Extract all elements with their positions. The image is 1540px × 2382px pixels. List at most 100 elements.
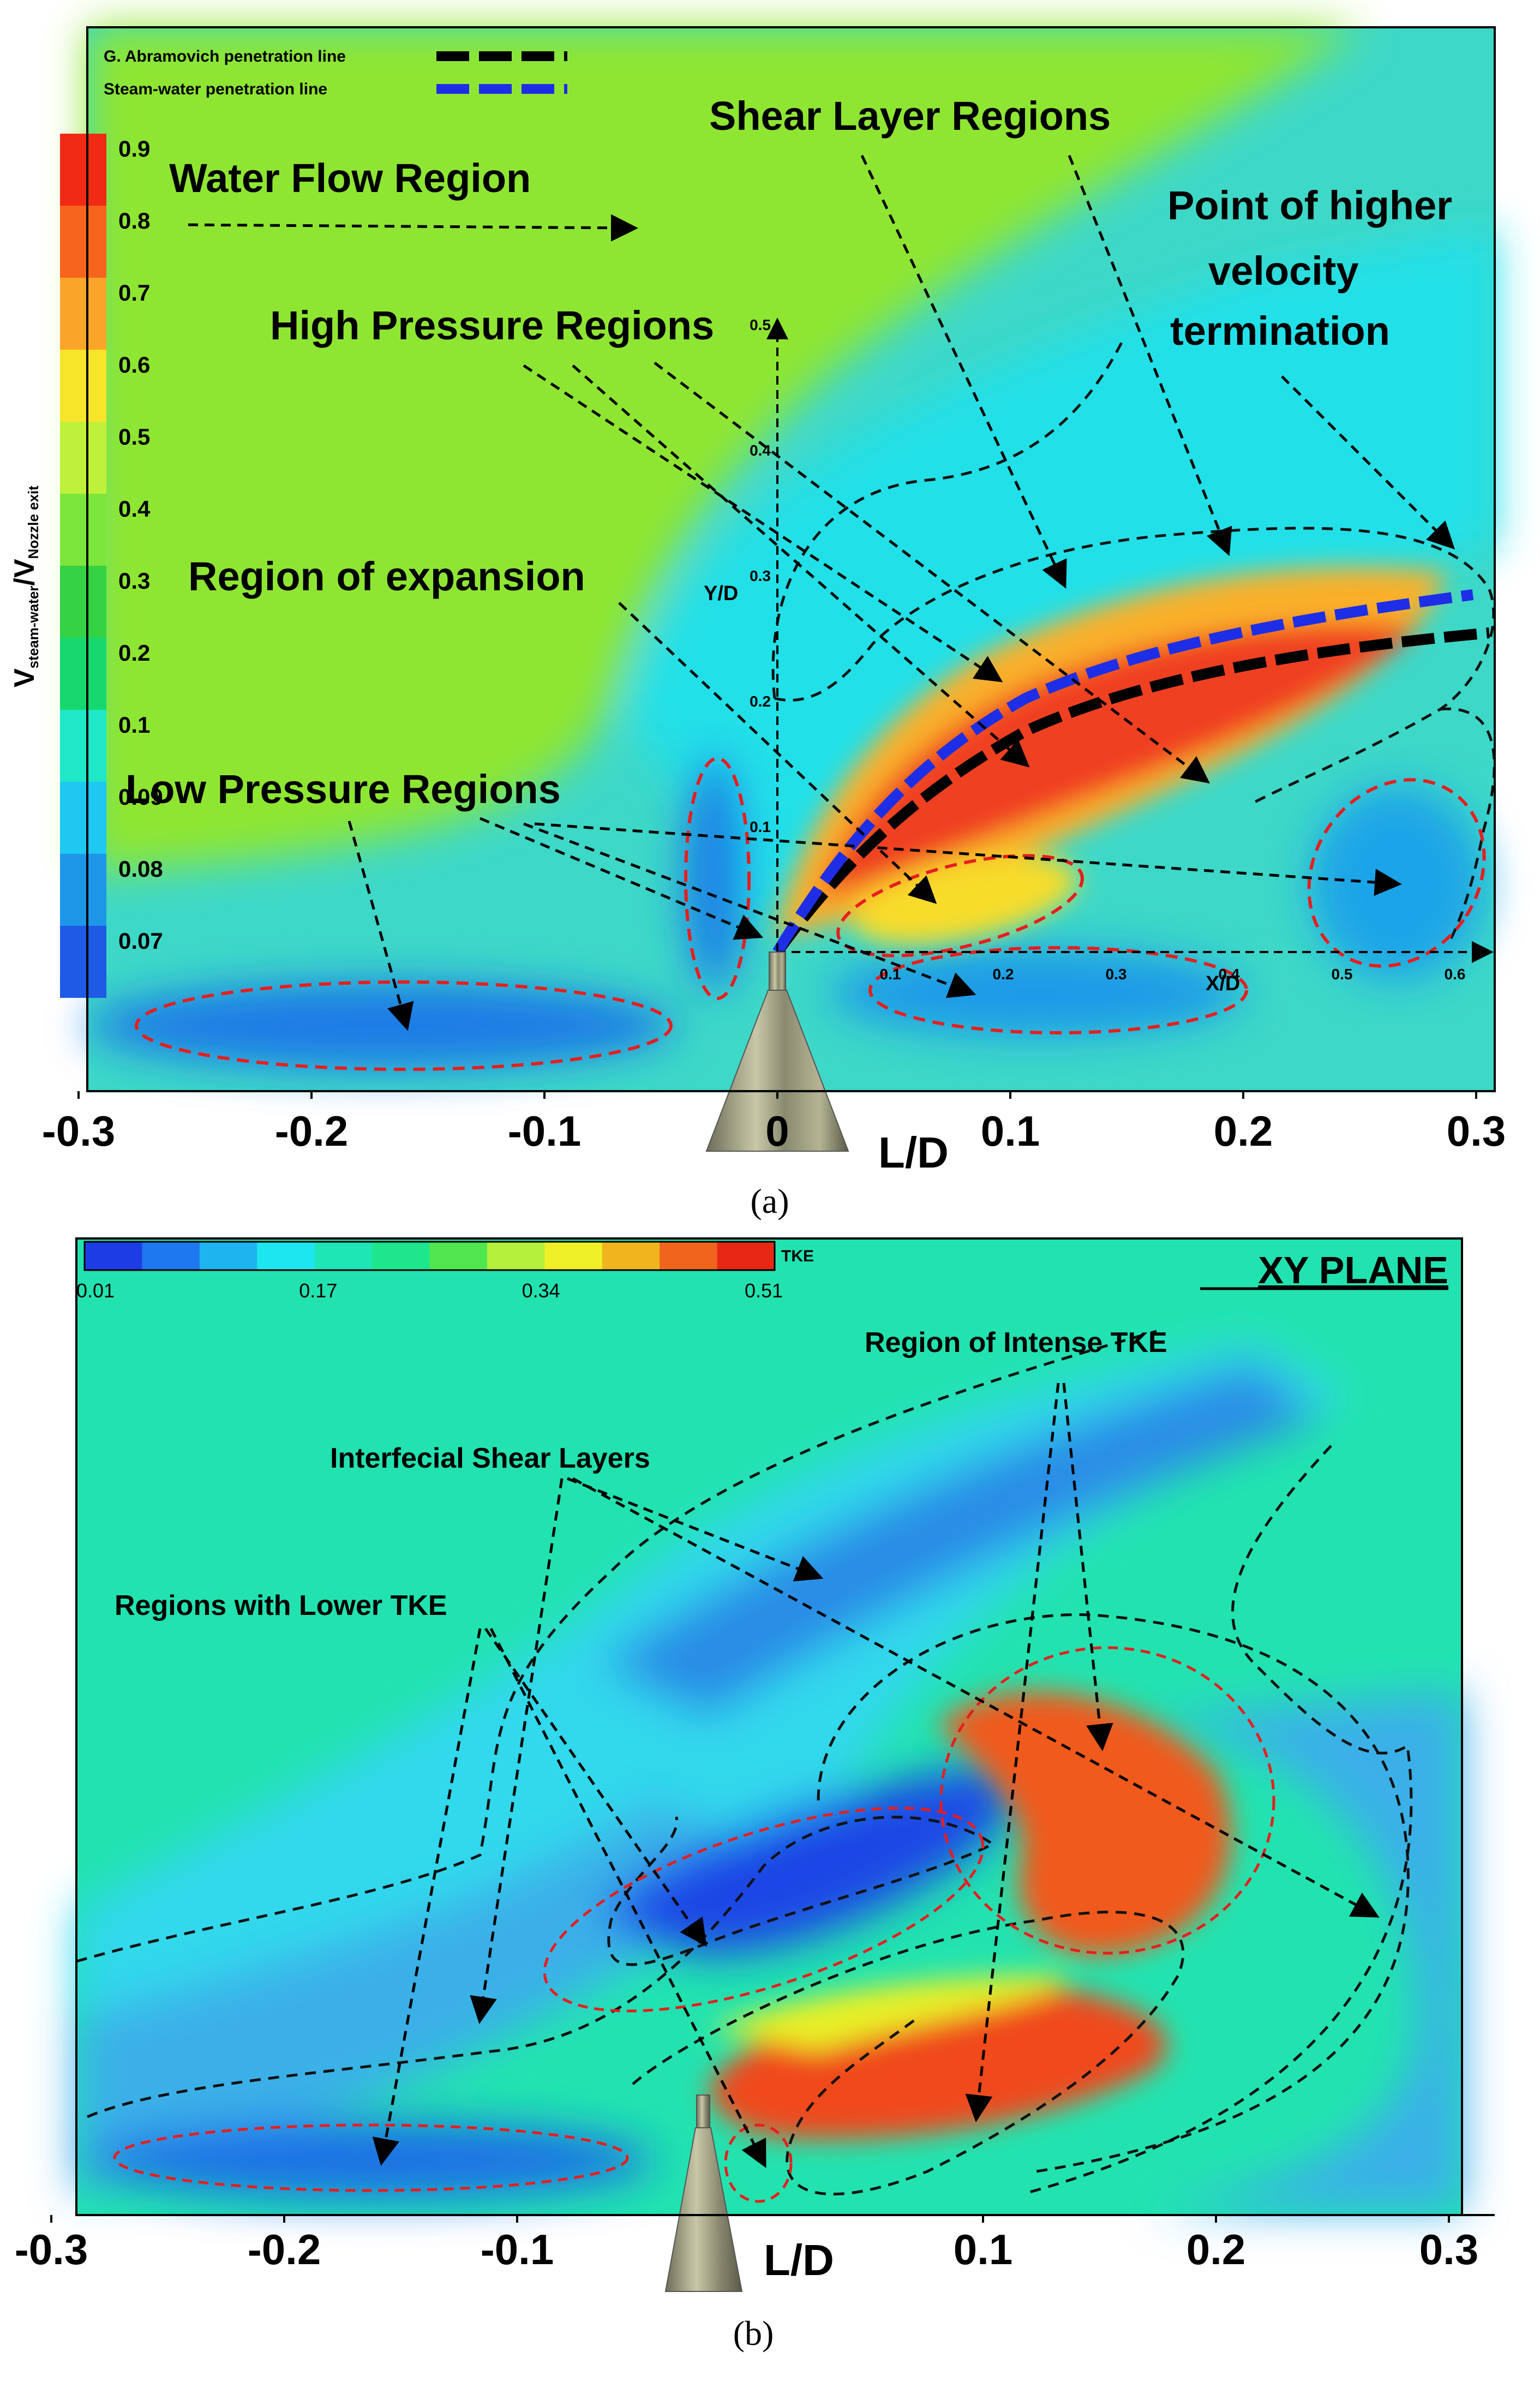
ellipse-low-tke-left xyxy=(113,2123,629,2192)
inner-x-tick: 0.1 xyxy=(880,966,901,983)
axis-tick-label: -0.1 xyxy=(508,1107,581,1155)
colorbar-velocity-swatch xyxy=(60,566,106,638)
colorbar-tke-swatch xyxy=(257,1242,315,1270)
panel-b-x-axis: -0.3 -0.2 -0.1 0.1 0.2 0.3 L/D xyxy=(15,2214,1495,2284)
panel-b-x-axis-label: L/D xyxy=(764,2236,834,2284)
colorbar-tke-swatch xyxy=(429,1242,488,1270)
colorbar-tke-swatch xyxy=(602,1242,661,1270)
ellipse-low-bottom xyxy=(868,946,1248,1034)
label-shear-layer-regions: Shear Layer Regions xyxy=(709,93,1111,139)
colorbar-velocity-tick: 0.3 xyxy=(118,568,150,594)
label-interfacial-shear: Interfecial Shear Layers xyxy=(330,1443,650,1474)
colorbar-velocity-swatch xyxy=(60,854,106,926)
label-region-of-expansion: Region of expansion xyxy=(188,554,585,599)
axis-tick-label: -0.2 xyxy=(248,2225,321,2273)
colorbar-velocity-swatch xyxy=(60,134,106,206)
colorbar-velocity: 0.9 0.8 0.7 0.6 0.5 0.4 0.3 0.2 0.1 0.09 0.08 0.07 xyxy=(60,134,163,998)
low-pressure-ellipses xyxy=(135,757,1486,1071)
colorbar-velocity-tick: 0.2 xyxy=(118,640,150,666)
colorbar-velocity-tick: 0.07 xyxy=(118,928,163,954)
colorbar-tke-swatch xyxy=(660,1242,718,1270)
panel-b-caption: (b) xyxy=(733,2314,774,2353)
colorbar-velocity-tick: 0.09 xyxy=(118,784,163,810)
outline-upper-shear-b xyxy=(76,1330,1157,1963)
colorbar-velocity-swatch xyxy=(60,638,106,710)
colorbar-velocity-tick: 0.9 xyxy=(118,136,150,161)
colorbar-velocity-swatch xyxy=(60,422,106,494)
colorbar-velocity-swatch xyxy=(60,782,106,854)
colorbar-velocity-tick: 0.7 xyxy=(118,280,150,306)
legend-label-steam-water: Steam-water penetration line xyxy=(104,80,327,98)
tke-outlines xyxy=(76,1330,1413,2196)
colorbar-velocity-tick: 0.8 xyxy=(118,208,150,234)
panel-a-x-axis-label: L/D xyxy=(878,1128,949,1177)
inner-x-axis-label: X/D xyxy=(1206,972,1240,995)
label-point-higher-3: termination xyxy=(1170,308,1390,354)
annotation-arrows-a xyxy=(188,154,1455,1031)
nozzle-a xyxy=(705,951,849,1152)
colorbar-tke-tick: 0.51 xyxy=(745,1279,783,1302)
panel-a-figure: 0.90.80.70.60.50.40.30.20.10.090.080.07 … xyxy=(9,26,1506,1177)
axis-tick-label: 0.1 xyxy=(954,2225,1012,2273)
colorbar-velocity-tick: 0.4 xyxy=(118,496,151,522)
colorbar-velocity-tick: 0.5 xyxy=(118,424,150,450)
steam-water-penetration-line xyxy=(772,589,1474,955)
ellipse-intense-tke xyxy=(939,1646,1275,1955)
panel-a-contour xyxy=(87,27,1495,1091)
axis-tick-label: 0 xyxy=(765,1107,789,1155)
ellipse-expansion xyxy=(836,854,1084,957)
colorbar-tke-title: TKE xyxy=(781,1247,814,1265)
colorbar-tke-swatch xyxy=(544,1242,603,1270)
penetration-legend: G. Abramovich penetration line Steam-wat… xyxy=(104,47,567,98)
axis-tick-label: -0.3 xyxy=(42,1107,115,1155)
inner-x-tick: 0.3 xyxy=(1106,966,1127,983)
inner-y-tick: 0.1 xyxy=(750,818,771,835)
inner-x-tick: 0.6 xyxy=(1445,966,1466,983)
axis-tick-label: -0.2 xyxy=(275,1107,348,1155)
ellipse-low-tke-nozzle xyxy=(724,2123,793,2203)
outline-jet-envelope xyxy=(774,526,1495,804)
colorbar-tke-swatch xyxy=(199,1242,258,1270)
colorbar-velocity-tick: 0.1 xyxy=(118,712,150,738)
colorbar-tke: TKE 0.01 0.17 0.34 0.51 xyxy=(76,1241,814,1302)
ellipse-low-tke-center xyxy=(543,1806,985,2013)
colorbar-velocity-swatch xyxy=(60,710,106,782)
colorbar-tke-swatch xyxy=(85,1242,143,1270)
inner-x-tick: 0.5 xyxy=(1332,966,1353,983)
colorbar-velocity-tick: 0.08 xyxy=(118,856,163,882)
panel-b-contour xyxy=(76,1238,1462,2215)
inner-y-tick: 0.2 xyxy=(750,693,771,710)
colorbar-velocity-tick: 0.6 xyxy=(118,352,150,378)
colorbar-velocity-title: Vsteam-water/VNozzle exit xyxy=(9,486,41,687)
ellipse-low-left xyxy=(135,980,673,1071)
label-high-pressure-regions: High Pressure Regions xyxy=(270,303,714,348)
colorbar-velocity-swatch xyxy=(60,278,106,350)
tke-ellipses xyxy=(113,1646,1275,2203)
inner-y-tick: 0.3 xyxy=(750,567,771,584)
colorbar-velocity-swatch xyxy=(60,926,106,998)
colorbar-tke-swatch xyxy=(142,1242,200,1270)
inner-y-tick: 0.4 xyxy=(750,442,771,459)
ellipse-low-right xyxy=(1307,778,1486,968)
panel-a-x-axis: -0.3 -0.2 -0.1 0 0.1 0.2 0.3 L/D xyxy=(42,1090,1506,1177)
label-water-flow-region: Water Flow Region xyxy=(169,155,531,201)
inner-y-axis-label: Y/D xyxy=(704,582,738,605)
axis-tick-label: -0.3 xyxy=(15,2225,88,2273)
inner-x-tick: 0.2 xyxy=(993,966,1014,983)
panel-a-caption: (a) xyxy=(750,1182,789,1220)
label-point-higher-1: Point of higher xyxy=(1167,183,1452,228)
region-outlines xyxy=(771,337,1496,939)
colorbar-tke-swatch xyxy=(372,1242,430,1270)
inner-x-tick: 0.4 xyxy=(1219,966,1240,983)
colorbar-velocity-swatch xyxy=(60,206,106,278)
label-low-pressure-regions: Low Pressure Regions xyxy=(125,767,561,812)
colorbar-velocity-swatch xyxy=(60,350,106,422)
colorbar-tke-swatch xyxy=(717,1242,775,1270)
inner-axes: Y/D X/D 0.1 0.2 0.3 0.4 0.5 0.1 0.2 0.3 0.4 0.5 0… xyxy=(704,316,1494,995)
annotation-arrows-b xyxy=(372,1382,1380,2168)
axis-tick-label: 0.3 xyxy=(1419,2225,1478,2273)
outline-right-edge xyxy=(1440,707,1496,939)
colorbar-tke-tick: 0.01 xyxy=(76,1279,115,1302)
panel-b-frame xyxy=(75,1237,1463,2216)
colorbar-velocity-swatch xyxy=(60,494,106,566)
